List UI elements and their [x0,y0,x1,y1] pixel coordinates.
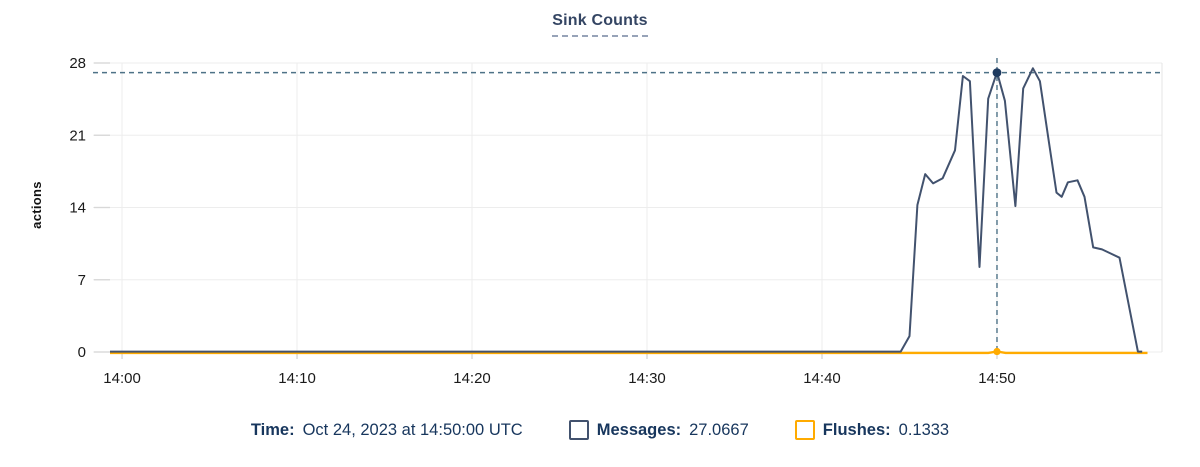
marker-flushes[interactable] [993,347,1001,356]
x-tick-label: 14:20 [453,370,491,387]
y-tick-label: 0 [78,344,86,361]
legend-flushes[interactable]: Flushes: 0.1333 [794,420,950,440]
legend-messages-label: Messages: [596,420,682,439]
x-tick-label: 14:00 [103,370,141,387]
messages-swatch-icon [568,420,589,440]
legend-messages[interactable]: Messages: 27.0667 [568,420,749,440]
series-line-flushes[interactable] [110,350,1148,355]
legend-time-value: Oct 24, 2023 at 14:50:00 UTC [302,420,523,439]
legend-flushes-label: Flushes: [822,420,891,439]
chart-header: Sink Counts [0,12,1200,37]
legend: Time: Oct 24, 2023 at 14:50:00 UTC Messa… [0,420,1200,440]
x-tick-label: 14:50 [978,370,1016,387]
y-tick-label: 21 [69,127,86,144]
y-tick-label: 7 [78,272,86,289]
y-tick-label: 14 [69,200,86,217]
flushes-swatch-icon [794,420,815,440]
legend-time: Time: Oct 24, 2023 at 14:50:00 UTC [251,421,523,440]
marker-messages[interactable] [992,68,1002,78]
series-line-messages[interactable] [110,67,1143,353]
chart-title[interactable]: Sink Counts [552,12,648,37]
x-tick-label: 14:10 [278,370,316,387]
legend-flushes-value: 0.1333 [898,420,950,439]
x-tick-label: 14:30 [628,370,666,387]
x-tick-label: 14:40 [803,370,841,387]
plot-area[interactable]: 0 7 14 21 28 14:00 14:10 14:20 14:30 14:40 14:50 [0,0,1200,400]
y-tick-label: 28 [69,55,86,72]
legend-messages-value: 27.0667 [689,420,749,439]
y-axis-label: actions [29,181,44,229]
legend-time-label: Time: [250,420,295,439]
